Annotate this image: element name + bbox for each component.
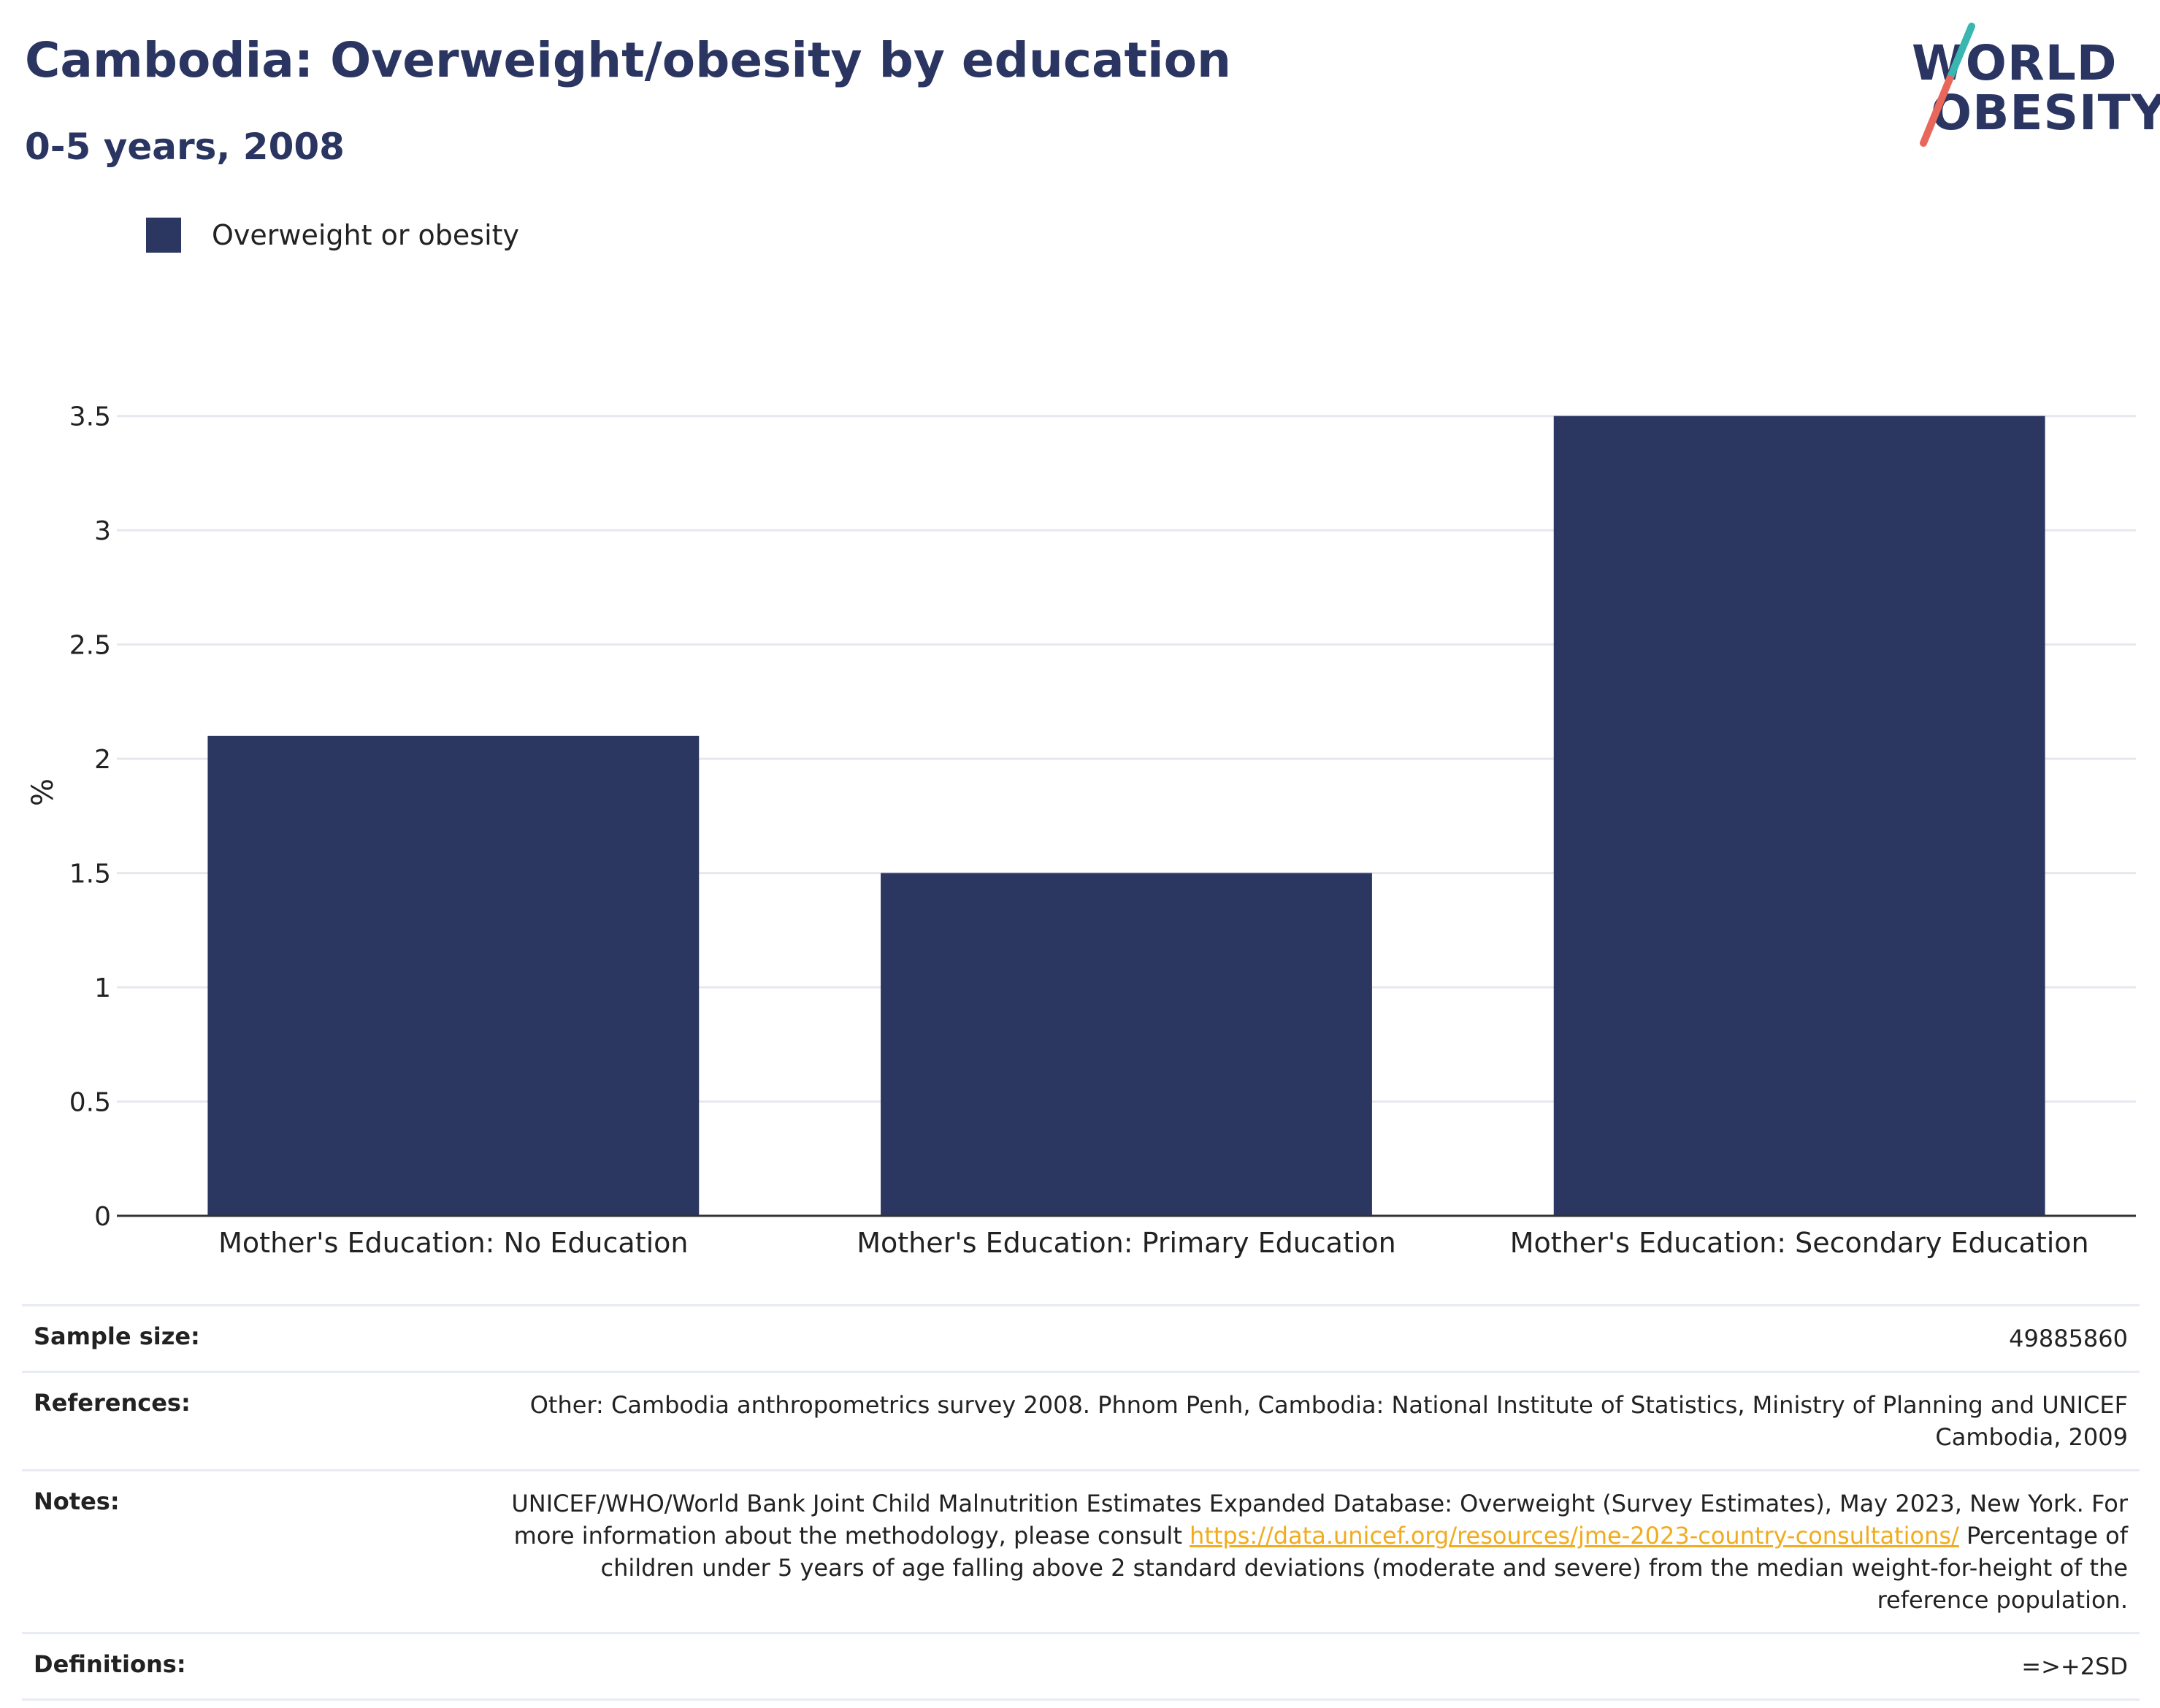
sample-size-row: Sample size: 49885860 <box>22 1304 2140 1372</box>
definitions-label: Definitions: <box>22 1632 483 1701</box>
definitions-value: =>+2SD <box>483 1632 2140 1701</box>
bar <box>207 735 700 1216</box>
logo-slash-icon <box>1920 23 1975 147</box>
y-axis-label: % <box>26 778 60 806</box>
chart-title: Cambodia: Overweight/obesity by educatio… <box>25 32 1231 88</box>
legend-label: Overweight or obesity <box>212 219 520 251</box>
notes-text-before-link: UNICEF/WHO/World Bank Joint Child Malnut… <box>511 1490 2128 1550</box>
y-tick-label: 1 <box>94 973 111 1003</box>
methodology-link[interactable]: https://data.unicef.org/resources/jme-20… <box>1190 1522 1959 1550</box>
metadata-table: Sample size: 49885860 References: Other:… <box>22 1304 2140 1701</box>
sample-size-value: 49885860 <box>483 1304 2140 1372</box>
chart-subtitle: 0-5 years, 2008 <box>25 126 345 168</box>
references-value: Other: Cambodia anthropometrics survey 2… <box>483 1371 2140 1471</box>
x-tick-label: Mother's Education: Secondary Education <box>1510 1227 2089 1259</box>
bar <box>881 873 1372 1216</box>
notes-row: Notes: UNICEF/WHO/World Bank Joint Child… <box>22 1469 2140 1634</box>
y-tick-label: 0.5 <box>69 1088 111 1118</box>
references-label: References: <box>22 1371 483 1471</box>
definitions-row: Definitions: =>+2SD <box>22 1632 2140 1701</box>
sample-size-label: Sample size: <box>22 1304 483 1372</box>
x-tick-label: Mother's Education: Primary Education <box>857 1227 1396 1259</box>
bar <box>1553 415 2045 1217</box>
references-row: References: Other: Cambodia anthropometr… <box>22 1371 2140 1471</box>
y-tick-label: 3 <box>94 516 111 546</box>
legend-swatch <box>146 218 181 253</box>
bar-chart: 0 0.5 1 1.5 2 2.5 3 3.5% Mother's Education: No … <box>26 402 2136 1259</box>
y-tick-label: 1.5 <box>69 859 111 889</box>
y-tick-label: 2.5 <box>69 631 111 661</box>
y-tick-label: 3.5 <box>69 402 111 432</box>
world-obesity-logo: WORLD OBESITY <box>1899 22 2160 153</box>
logo-text-line2: OBESITY <box>1931 85 2160 141</box>
notes-text-after-link: Percentage of children under 5 years of … <box>600 1522 2129 1614</box>
notes-value: UNICEF/WHO/World Bank Joint Child Malnut… <box>483 1469 2140 1634</box>
x-tick-label: Mother's Education: No Education <box>218 1227 688 1259</box>
chart-legend: Overweight or obesity <box>146 218 519 253</box>
y-tick-label: 2 <box>94 745 111 775</box>
notes-label: Notes: <box>22 1469 483 1634</box>
y-tick-label: 0 <box>94 1202 111 1232</box>
